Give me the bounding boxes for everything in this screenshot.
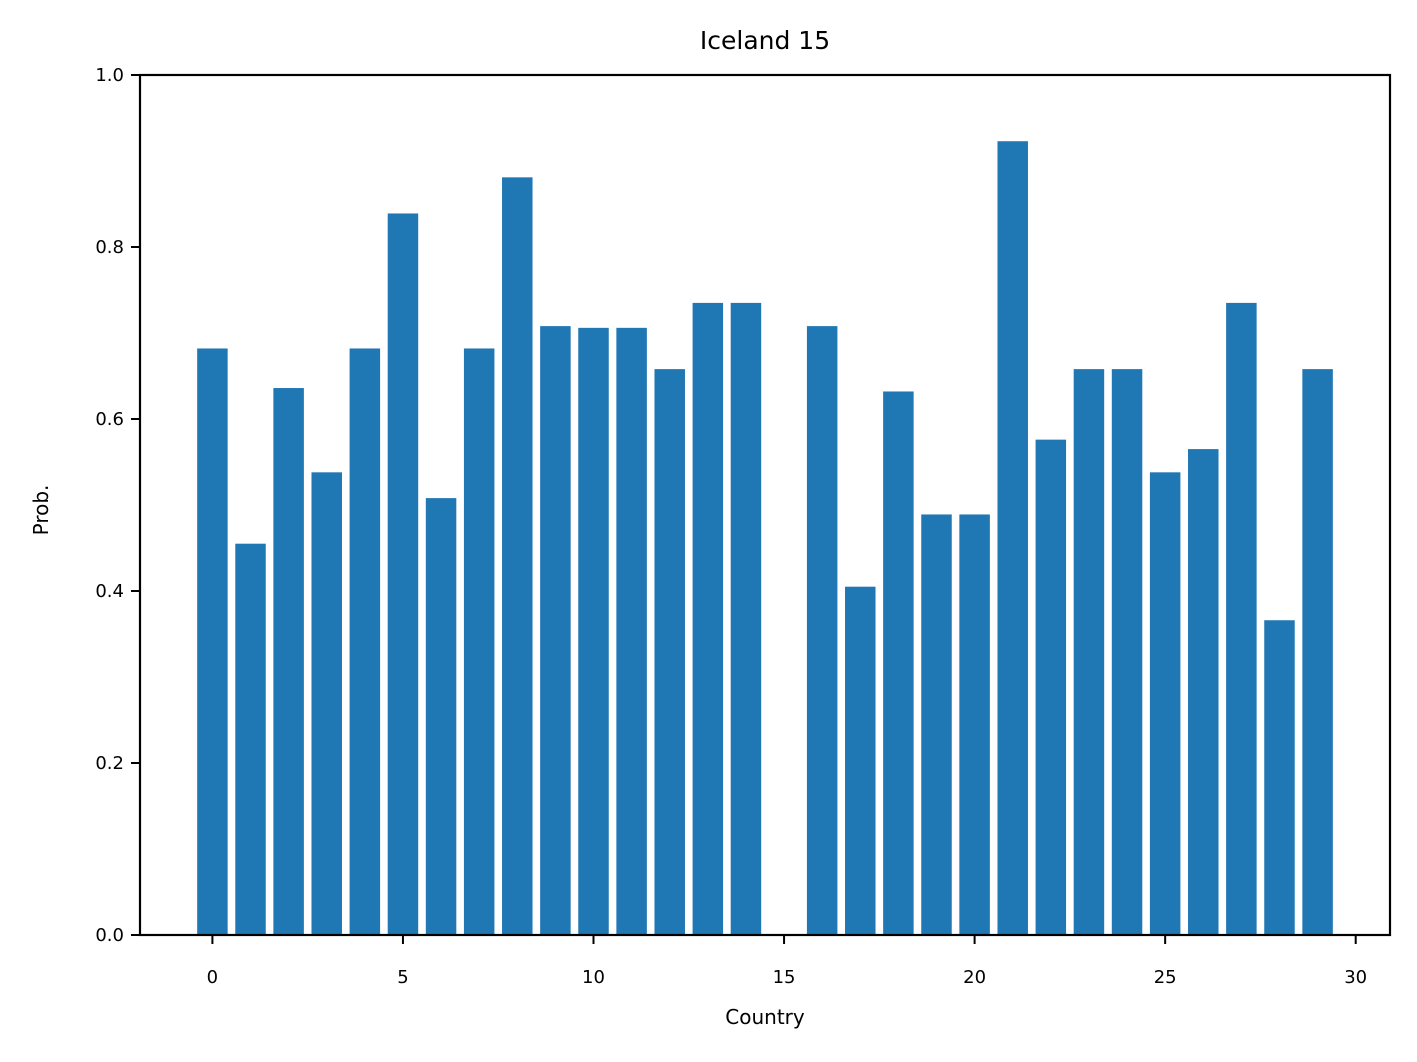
y-tick-label: 1.0 xyxy=(95,65,124,86)
y-axis-ticks: 0.0 0.2 0.4 0.6 0.8 1.0 xyxy=(95,65,140,946)
bar-24 xyxy=(1111,369,1143,935)
x-tick-label: 25 xyxy=(1154,967,1177,988)
bar-18 xyxy=(883,391,914,936)
bar-22 xyxy=(1035,439,1067,935)
bars-layer xyxy=(197,141,1333,936)
bar-0 xyxy=(197,348,228,936)
bar-19 xyxy=(921,514,952,935)
bar-26 xyxy=(1188,449,1219,935)
bar-5 xyxy=(387,213,419,935)
y-tick-label: 0.0 xyxy=(95,925,124,946)
bar-21 xyxy=(997,141,1028,936)
y-tick-label: 0.4 xyxy=(95,581,124,602)
bar-10 xyxy=(578,327,609,936)
y-axis-label: Prob. xyxy=(29,485,53,536)
y-tick-label: 0.2 xyxy=(95,753,124,774)
chart-title: Iceland 15 xyxy=(700,26,830,55)
x-tick-label: 10 xyxy=(582,967,605,988)
bar-6 xyxy=(425,498,457,935)
bar-8 xyxy=(502,177,533,936)
y-tick-label: 0.6 xyxy=(95,409,124,430)
bar-9 xyxy=(540,326,571,935)
x-axis-ticks: 0 5 10 15 20 25 30 xyxy=(207,935,1367,988)
x-axis-label: Country xyxy=(725,1005,805,1029)
y-tick-label: 0.8 xyxy=(95,237,124,258)
x-tick-label: 30 xyxy=(1344,967,1367,988)
bar-13 xyxy=(692,302,724,935)
bar-11 xyxy=(616,327,647,936)
bar-28 xyxy=(1264,620,1295,935)
x-tick-label: 20 xyxy=(963,967,986,988)
bar-23 xyxy=(1073,369,1105,935)
bar-29 xyxy=(1302,369,1333,935)
bar-20 xyxy=(959,514,990,935)
plot-area-frame xyxy=(138,73,1392,937)
bar-12 xyxy=(654,369,685,935)
bar-14 xyxy=(730,302,762,935)
x-tick-label: 5 xyxy=(397,967,408,988)
x-tick-label: 0 xyxy=(207,967,218,988)
bar-27 xyxy=(1226,302,1257,935)
bar-3 xyxy=(311,472,342,935)
bar-7 xyxy=(463,348,495,936)
bar-17 xyxy=(845,586,876,935)
x-tick-label: 15 xyxy=(773,967,796,988)
bar-4 xyxy=(349,348,381,936)
bar-16 xyxy=(806,326,838,935)
bar-25 xyxy=(1149,472,1181,935)
bar-1 xyxy=(235,543,266,935)
bar-2 xyxy=(273,388,304,935)
